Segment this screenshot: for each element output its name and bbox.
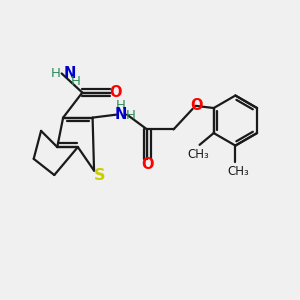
Text: H: H	[70, 75, 80, 88]
Text: O: O	[190, 98, 203, 113]
Text: O: O	[141, 157, 153, 172]
Text: CH₃: CH₃	[187, 148, 209, 161]
Text: N: N	[114, 107, 127, 122]
Text: O: O	[109, 85, 122, 100]
Text: H: H	[126, 109, 136, 122]
Text: H: H	[50, 67, 60, 80]
Text: CH₃: CH₃	[227, 165, 249, 178]
Text: H: H	[116, 99, 125, 112]
Text: S: S	[94, 168, 105, 183]
Text: N: N	[63, 66, 76, 81]
